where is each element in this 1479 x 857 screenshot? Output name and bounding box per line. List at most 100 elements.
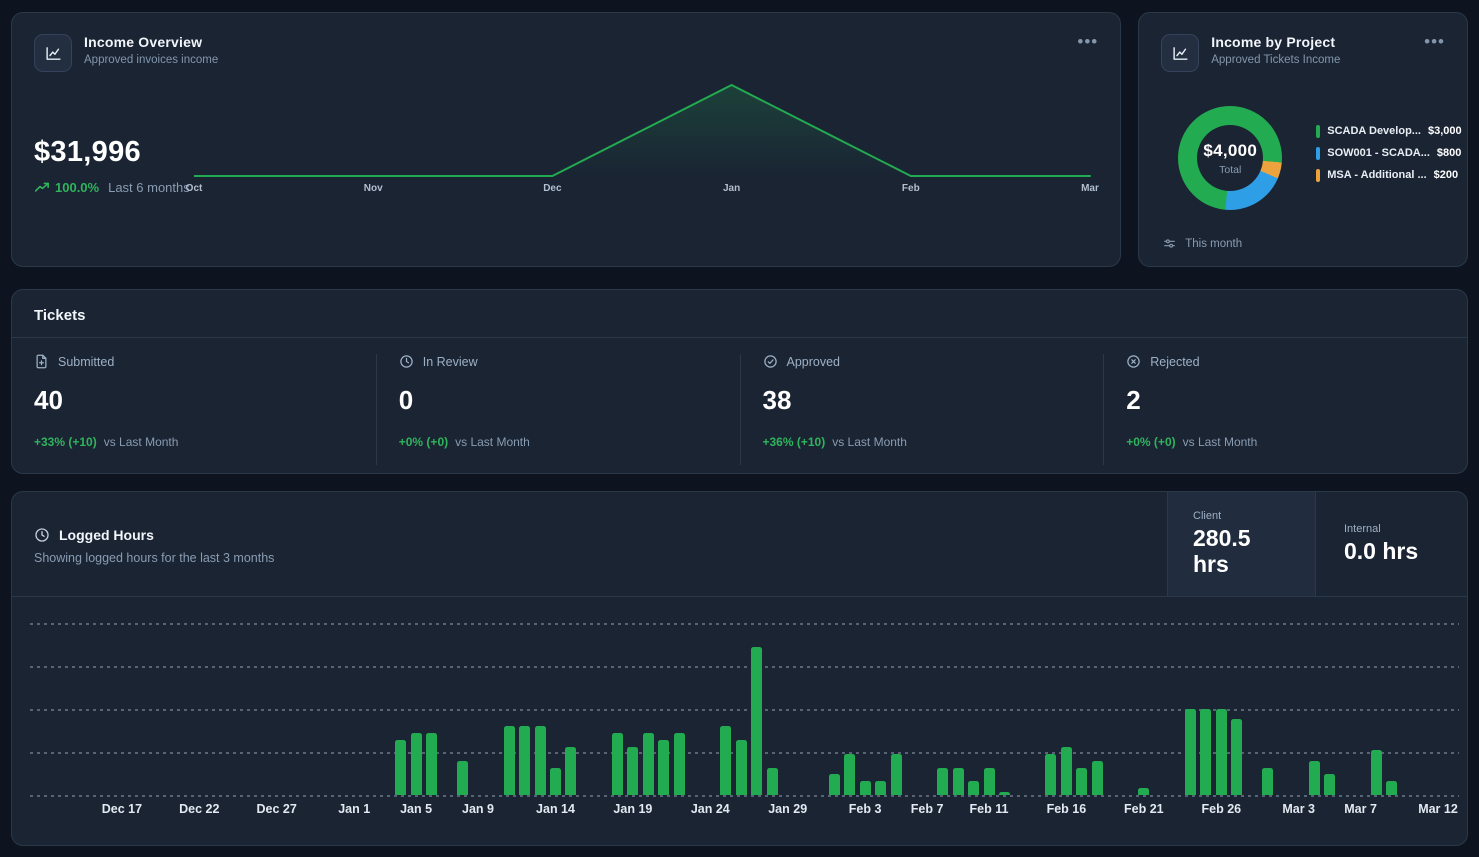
stat-header: Rejected [1126, 354, 1445, 369]
stat-header: In Review [399, 354, 718, 369]
logged-hours-bar[interactable] [534, 726, 546, 795]
legend-marker [1316, 124, 1321, 138]
income-overview-titles: Income Overview Approved invoices income [84, 34, 218, 66]
stat-value: 38 [762, 385, 792, 415]
logged-hours-bar[interactable] [410, 733, 422, 795]
legend-item[interactable]: SOW001 - SCADA... $800 [1316, 145, 1461, 161]
change-caption: vs Last Month [1182, 435, 1258, 449]
legend-value: $200 [1433, 169, 1459, 181]
stat-rejected: Rejected 2 +0% (+0) vs Last Month [1103, 354, 1467, 465]
logged-hours-bar[interactable] [766, 767, 778, 795]
stat-value: 40 [34, 385, 63, 415]
logged-hours-bar[interactable] [1324, 774, 1336, 795]
x-axis-label: Jan 1 [338, 802, 371, 816]
logged-hours-bar[interactable] [1231, 719, 1243, 795]
logged-hours-bar[interactable] [565, 746, 577, 795]
logged-hours-bar[interactable] [673, 733, 685, 795]
stat-label: Rejected [1150, 354, 1200, 369]
logged-hours-bar[interactable] [1138, 788, 1150, 795]
logged-hours-bar[interactable] [735, 740, 747, 795]
stat-change: +0% (+0) vs Last Month [399, 435, 718, 449]
x-axis-label: Mar 12 [1418, 802, 1458, 816]
logged-hours-bar[interactable] [1370, 750, 1382, 795]
logged-hours-bar[interactable] [457, 760, 468, 795]
card-title: Logged Hours [59, 527, 154, 543]
gridline [30, 709, 1459, 711]
logged-hours-bar[interactable] [611, 733, 623, 795]
stat-submitted: Submitted 40 +33% (+10) vs Last Month [12, 354, 376, 465]
internal-hours-toggle[interactable]: Internal 0.0 hrs [1315, 492, 1467, 596]
x-axis-label: Jan 5 [400, 802, 433, 816]
logged-hours-bar[interactable] [1308, 760, 1320, 795]
change-caption: vs Last Month [832, 435, 907, 449]
client-hours-toggle[interactable]: Client 280.5 hrs [1167, 492, 1315, 596]
stat-value: 0 [398, 385, 414, 415]
logged-hours-header: Logged Hours Showing logged hours for th… [12, 492, 1467, 597]
stat-header: Submitted [34, 354, 354, 369]
logged-hours-bar[interactable] [720, 726, 732, 795]
logged-hours-bar[interactable] [1184, 709, 1196, 795]
stat-value: 2 [1126, 385, 1141, 415]
logged-hours-bar[interactable] [1386, 781, 1398, 795]
ellipsis-menu-button[interactable]: ••• [1422, 33, 1447, 50]
logged-hours-bar[interactable] [859, 781, 871, 795]
check-circle-icon [763, 354, 778, 369]
logged-hours-bar[interactable] [937, 767, 948, 795]
legend-value: $800 [1436, 147, 1462, 159]
income-by-project-header: Income by Project Approved Tickets Incom… [1139, 13, 1467, 72]
legend-label: SCADA Develop... [1327, 125, 1421, 137]
stat-label: In Review [422, 354, 478, 369]
logged-hours-bar[interactable] [627, 746, 639, 795]
legend-item[interactable]: MSA - Additional ... $200 [1316, 167, 1458, 183]
internal-label: Internal [1344, 523, 1381, 536]
income-line-chart[interactable] [194, 68, 1094, 182]
tickets-stats: Submitted 40 +33% (+10) vs Last Month In … [12, 338, 1467, 465]
gridline [30, 666, 1459, 668]
file-plus-icon [34, 354, 49, 369]
client-hours-value: 280.5 hrs [1193, 525, 1251, 577]
logged-hours-bar[interactable] [1200, 709, 1212, 795]
income-donut-chart[interactable] [1178, 106, 1283, 210]
month-filter-label: This month [1185, 237, 1243, 250]
x-axis-label: Dec 27 [256, 802, 297, 816]
logged-hours-bar[interactable] [503, 726, 515, 795]
logged-hours-bar[interactable] [1091, 760, 1103, 795]
income-trend: 100.0% Last 6 months [35, 180, 190, 195]
logged-hours-bar[interactable] [983, 767, 995, 795]
x-axis-label: Feb 7 [910, 802, 944, 816]
logged-hours-bar[interactable] [1045, 753, 1057, 795]
x-axis-label: Feb [901, 183, 920, 194]
gridline [30, 623, 1459, 625]
logged-hours-bar[interactable] [751, 647, 763, 795]
logged-hours-bar[interactable] [1215, 709, 1227, 795]
logged-hours-bar[interactable] [828, 774, 840, 795]
trending-up-icon [35, 182, 50, 193]
income-overview-card: Income Overview Approved invoices income… [11, 12, 1122, 267]
legend-label: MSA - Additional ... [1327, 169, 1427, 181]
logged-hours-bar[interactable] [875, 781, 887, 795]
logged-hours-bar[interactable] [426, 733, 438, 795]
legend-item[interactable]: SCADA Develop... $3,000 [1316, 123, 1462, 139]
logged-hours-bar[interactable] [519, 726, 530, 795]
logged-hours-bar[interactable] [844, 753, 856, 795]
x-axis-label: Dec 17 [101, 802, 143, 816]
logged-hours-bar[interactable] [1076, 767, 1088, 795]
logged-hours-bar[interactable] [395, 740, 407, 795]
logged-hours-bar[interactable] [1262, 767, 1274, 795]
logged-hours-bar[interactable] [999, 791, 1010, 795]
logged-hours-bar[interactable] [890, 753, 902, 795]
logged-hours-bar[interactable] [550, 767, 561, 795]
tickets-title: Tickets [12, 290, 1467, 338]
logged-hours-titles: Logged Hours Showing logged hours for th… [12, 492, 1167, 596]
logged-hours-bar[interactable] [968, 781, 979, 795]
logged-hours-bar[interactable] [1060, 746, 1072, 795]
income-total-value: $31,996 [34, 136, 141, 168]
month-filter-button[interactable]: This month [1163, 237, 1242, 250]
stat-change: +36% (+10) vs Last Month [763, 435, 1082, 449]
logged-hours-bar[interactable] [642, 733, 654, 795]
logged-hours-bar[interactable] [952, 767, 964, 795]
x-circle-icon [1126, 354, 1141, 369]
logged-hours-bar[interactable] [658, 740, 670, 795]
ellipsis-menu-button[interactable]: ••• [1075, 33, 1100, 50]
